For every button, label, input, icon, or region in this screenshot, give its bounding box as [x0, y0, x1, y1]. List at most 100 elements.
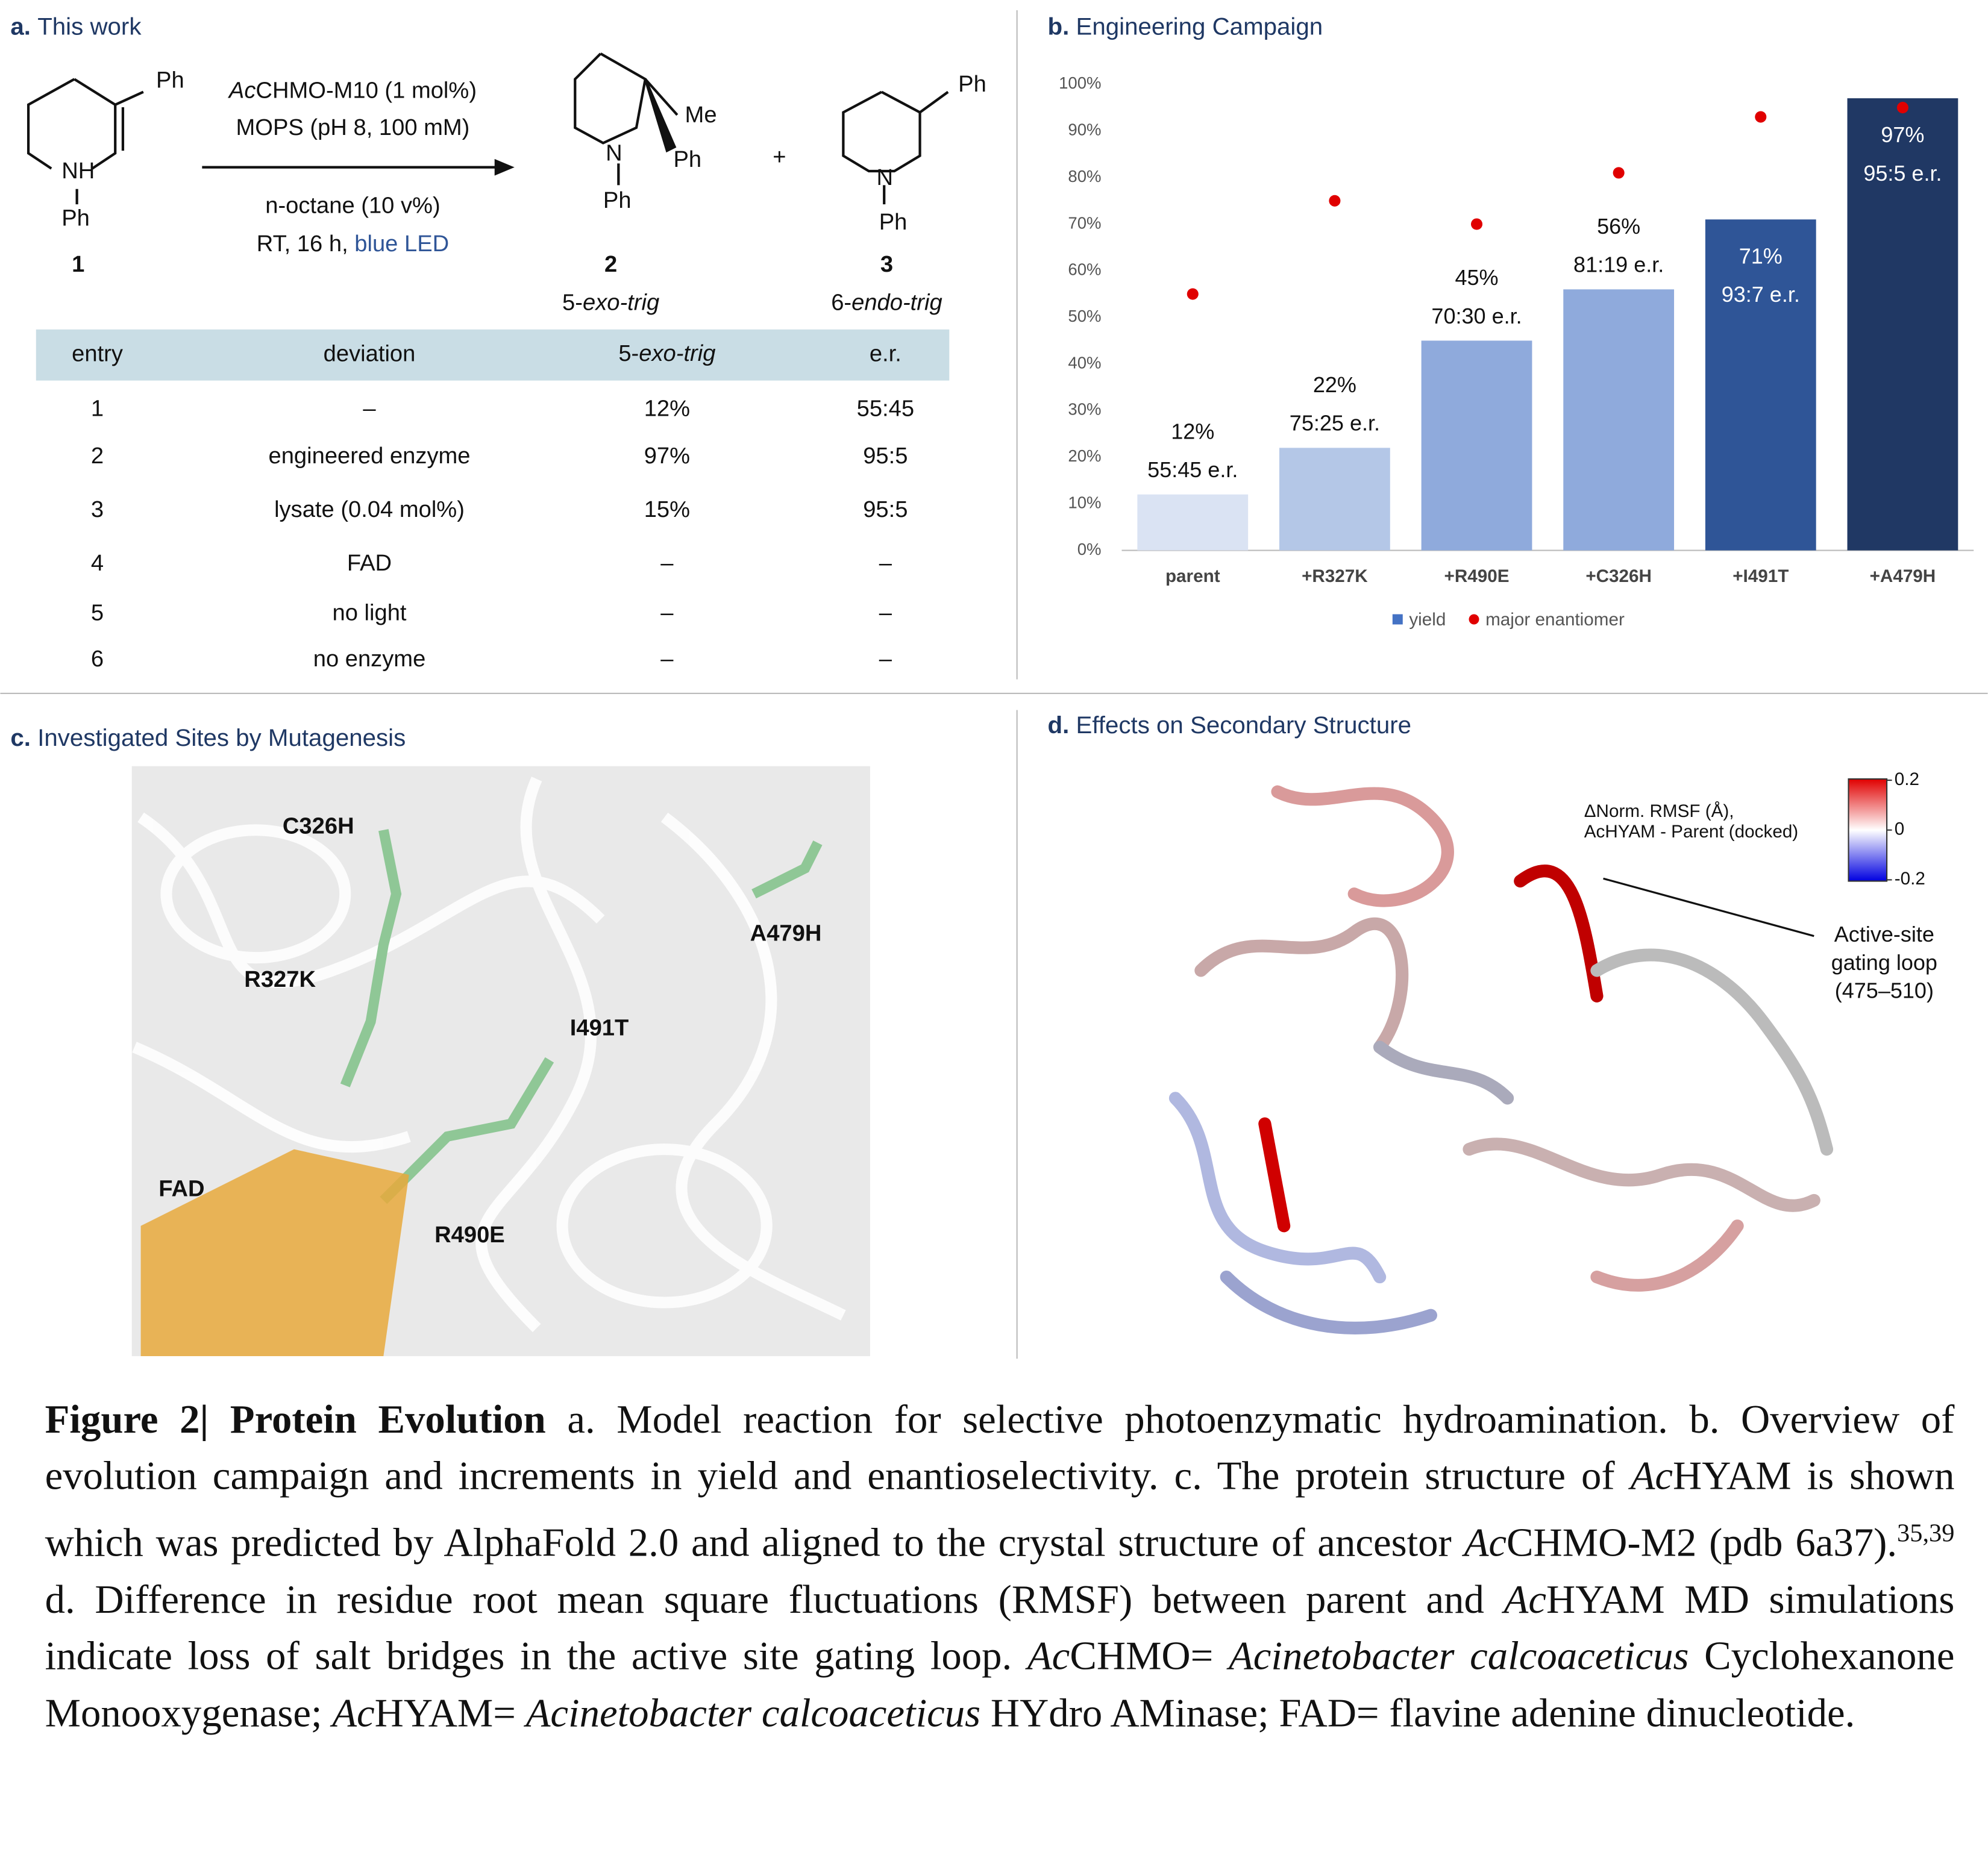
value-label: 93:7 e.r.	[1722, 282, 1800, 307]
atom-label: Ph	[879, 209, 908, 235]
point	[1613, 167, 1625, 179]
text-run: a.	[10, 13, 31, 40]
text-run: Effects on Secondary Structure	[1076, 712, 1412, 739]
chart: 0% 10% 20% 30% 40% 50% 60% 70% 80% 90% 100% parent +…	[1059, 74, 1974, 630]
text-run: Engineering Campaign	[1076, 13, 1323, 40]
bar	[1705, 219, 1816, 551]
value-label: 97%	[1881, 122, 1924, 147]
text-run: 5-	[562, 290, 583, 316]
site-label: C326H	[283, 813, 354, 839]
atom-label: Ph	[673, 146, 701, 172]
value-label: 81:19 e.r.	[1573, 252, 1664, 277]
table-cell: 95:5	[863, 496, 908, 522]
table-cell: –	[660, 646, 674, 672]
atom-label: Me	[685, 102, 717, 128]
reagent: AcCHMO-M10 (1 mol%)	[228, 78, 477, 104]
value-label: 22%	[1313, 372, 1356, 397]
point	[1329, 195, 1341, 207]
table-cell: 1	[91, 395, 104, 421]
table-cell: –	[363, 395, 376, 421]
caption-box: Figure 2| Protein Evolution a. Model rea…	[45, 1397, 1955, 1735]
bar	[1563, 289, 1675, 551]
atom-label: N	[876, 164, 893, 190]
text-run: exo-trig	[583, 290, 659, 316]
text-run: HYAM MD simulations indicate loss of sal…	[45, 1577, 1955, 1678]
text-run: CHMO-M10 (1 mol%)	[256, 78, 477, 104]
panel-title: c. Investigated Sites by Mutagenesis	[10, 724, 406, 751]
atom-label: Ph	[603, 187, 632, 213]
site-label: I491T	[570, 1015, 629, 1040]
text-run: This work	[37, 13, 142, 40]
text-run: 5-	[618, 340, 639, 366]
x-tick-label: +A479H	[1870, 566, 1936, 586]
text-run: c.	[10, 724, 31, 751]
annotation: (475–510)	[1835, 978, 1934, 1003]
table-cell: engineered enzyme	[269, 443, 471, 469]
table-cell: 12%	[644, 395, 690, 421]
text-run: exo-trig	[639, 340, 715, 366]
value-label: 12%	[1171, 419, 1214, 443]
structure-drawings	[27, 52, 949, 205]
annotation-line	[1603, 877, 1814, 937]
text-run: Ac	[1630, 1453, 1673, 1499]
text-run: Figure 2| Protein Evolution	[45, 1397, 546, 1442]
x-tick-label: +R327K	[1302, 566, 1368, 586]
table-cell: 6	[91, 646, 104, 672]
point	[1896, 102, 1908, 114]
table-cell: 97%	[644, 443, 690, 469]
y-tick-label: 40%	[1068, 353, 1101, 372]
colorbar-tick-label: 0.2	[1895, 769, 1919, 789]
text-run: RT, 16 h,	[257, 231, 348, 257]
text-run: Ac	[1504, 1577, 1546, 1622]
reagent: MOPS (pH 8, 100 mM)	[236, 114, 470, 140]
y-tick-label: 60%	[1068, 260, 1101, 279]
y-tick-label: 0%	[1077, 540, 1102, 558]
colorbar-tick-label: 0	[1895, 819, 1905, 839]
legend-label: major enantiomer	[1485, 610, 1625, 630]
table-cell: FAD	[347, 550, 392, 576]
table-cell: –	[879, 550, 892, 576]
atom-label: Ph	[958, 71, 986, 97]
reagent: RT, 16 h, blue LED	[257, 231, 449, 257]
text-run: d. Difference in residue root mean squar…	[45, 1577, 1504, 1622]
text-run: Ac	[1027, 1633, 1070, 1678]
text-run: Ac	[228, 78, 256, 104]
table-header-bg	[36, 329, 950, 381]
table-cell: lysate (0.04 mol%)	[274, 496, 465, 522]
protein-image	[1168, 785, 1834, 1334]
compound-number: 2	[604, 251, 617, 277]
panel-title: d. Effects on Secondary Structure	[1048, 712, 1412, 739]
text-run: HYdro AMinase; FAD= flavine adenine dinu…	[980, 1690, 1855, 1735]
table-header: e.r.	[870, 340, 901, 366]
table-header: 5-exo-trig	[618, 340, 715, 366]
mode: 6-endo-trig	[831, 290, 942, 316]
point	[1470, 218, 1483, 230]
y-tick-label: 50%	[1068, 307, 1101, 325]
table-cell: 4	[91, 550, 104, 576]
site-label: R327K	[244, 966, 316, 992]
atom-label: N	[606, 140, 622, 166]
text-run: HYAM is shown which was predicted by Alp…	[45, 1453, 1955, 1565]
point	[1755, 111, 1767, 123]
x-tick-label: parent	[1165, 566, 1220, 586]
legend-label: yield	[1409, 610, 1446, 630]
mode: 5-exo-trig	[562, 290, 659, 316]
table-cell: 55:45	[857, 395, 914, 421]
text-run: CHMO-M2 (pdb 6a37).	[1507, 1519, 1898, 1565]
plus: +	[773, 144, 786, 170]
bar	[1421, 340, 1532, 551]
colorbar	[1848, 778, 1888, 882]
x-tick-label: +I491T	[1732, 566, 1789, 586]
text-run: Ac	[332, 1690, 375, 1735]
value-label: 70:30 e.r.	[1431, 304, 1522, 328]
colorbar-tick-label: -0.2	[1895, 869, 1925, 889]
value-label: 45%	[1455, 265, 1498, 290]
text-run: Acinetobacter calcoaceticus	[525, 1690, 981, 1735]
table-cell: 15%	[644, 496, 690, 522]
point	[1187, 288, 1199, 300]
site-label: R490E	[434, 1222, 505, 1248]
text-run: Investigated Sites by Mutagenesis	[37, 724, 406, 751]
text-run: Acinetobacter calcoaceticus	[1228, 1633, 1689, 1678]
protein-image	[131, 766, 870, 1357]
table-cell: –	[660, 550, 674, 576]
